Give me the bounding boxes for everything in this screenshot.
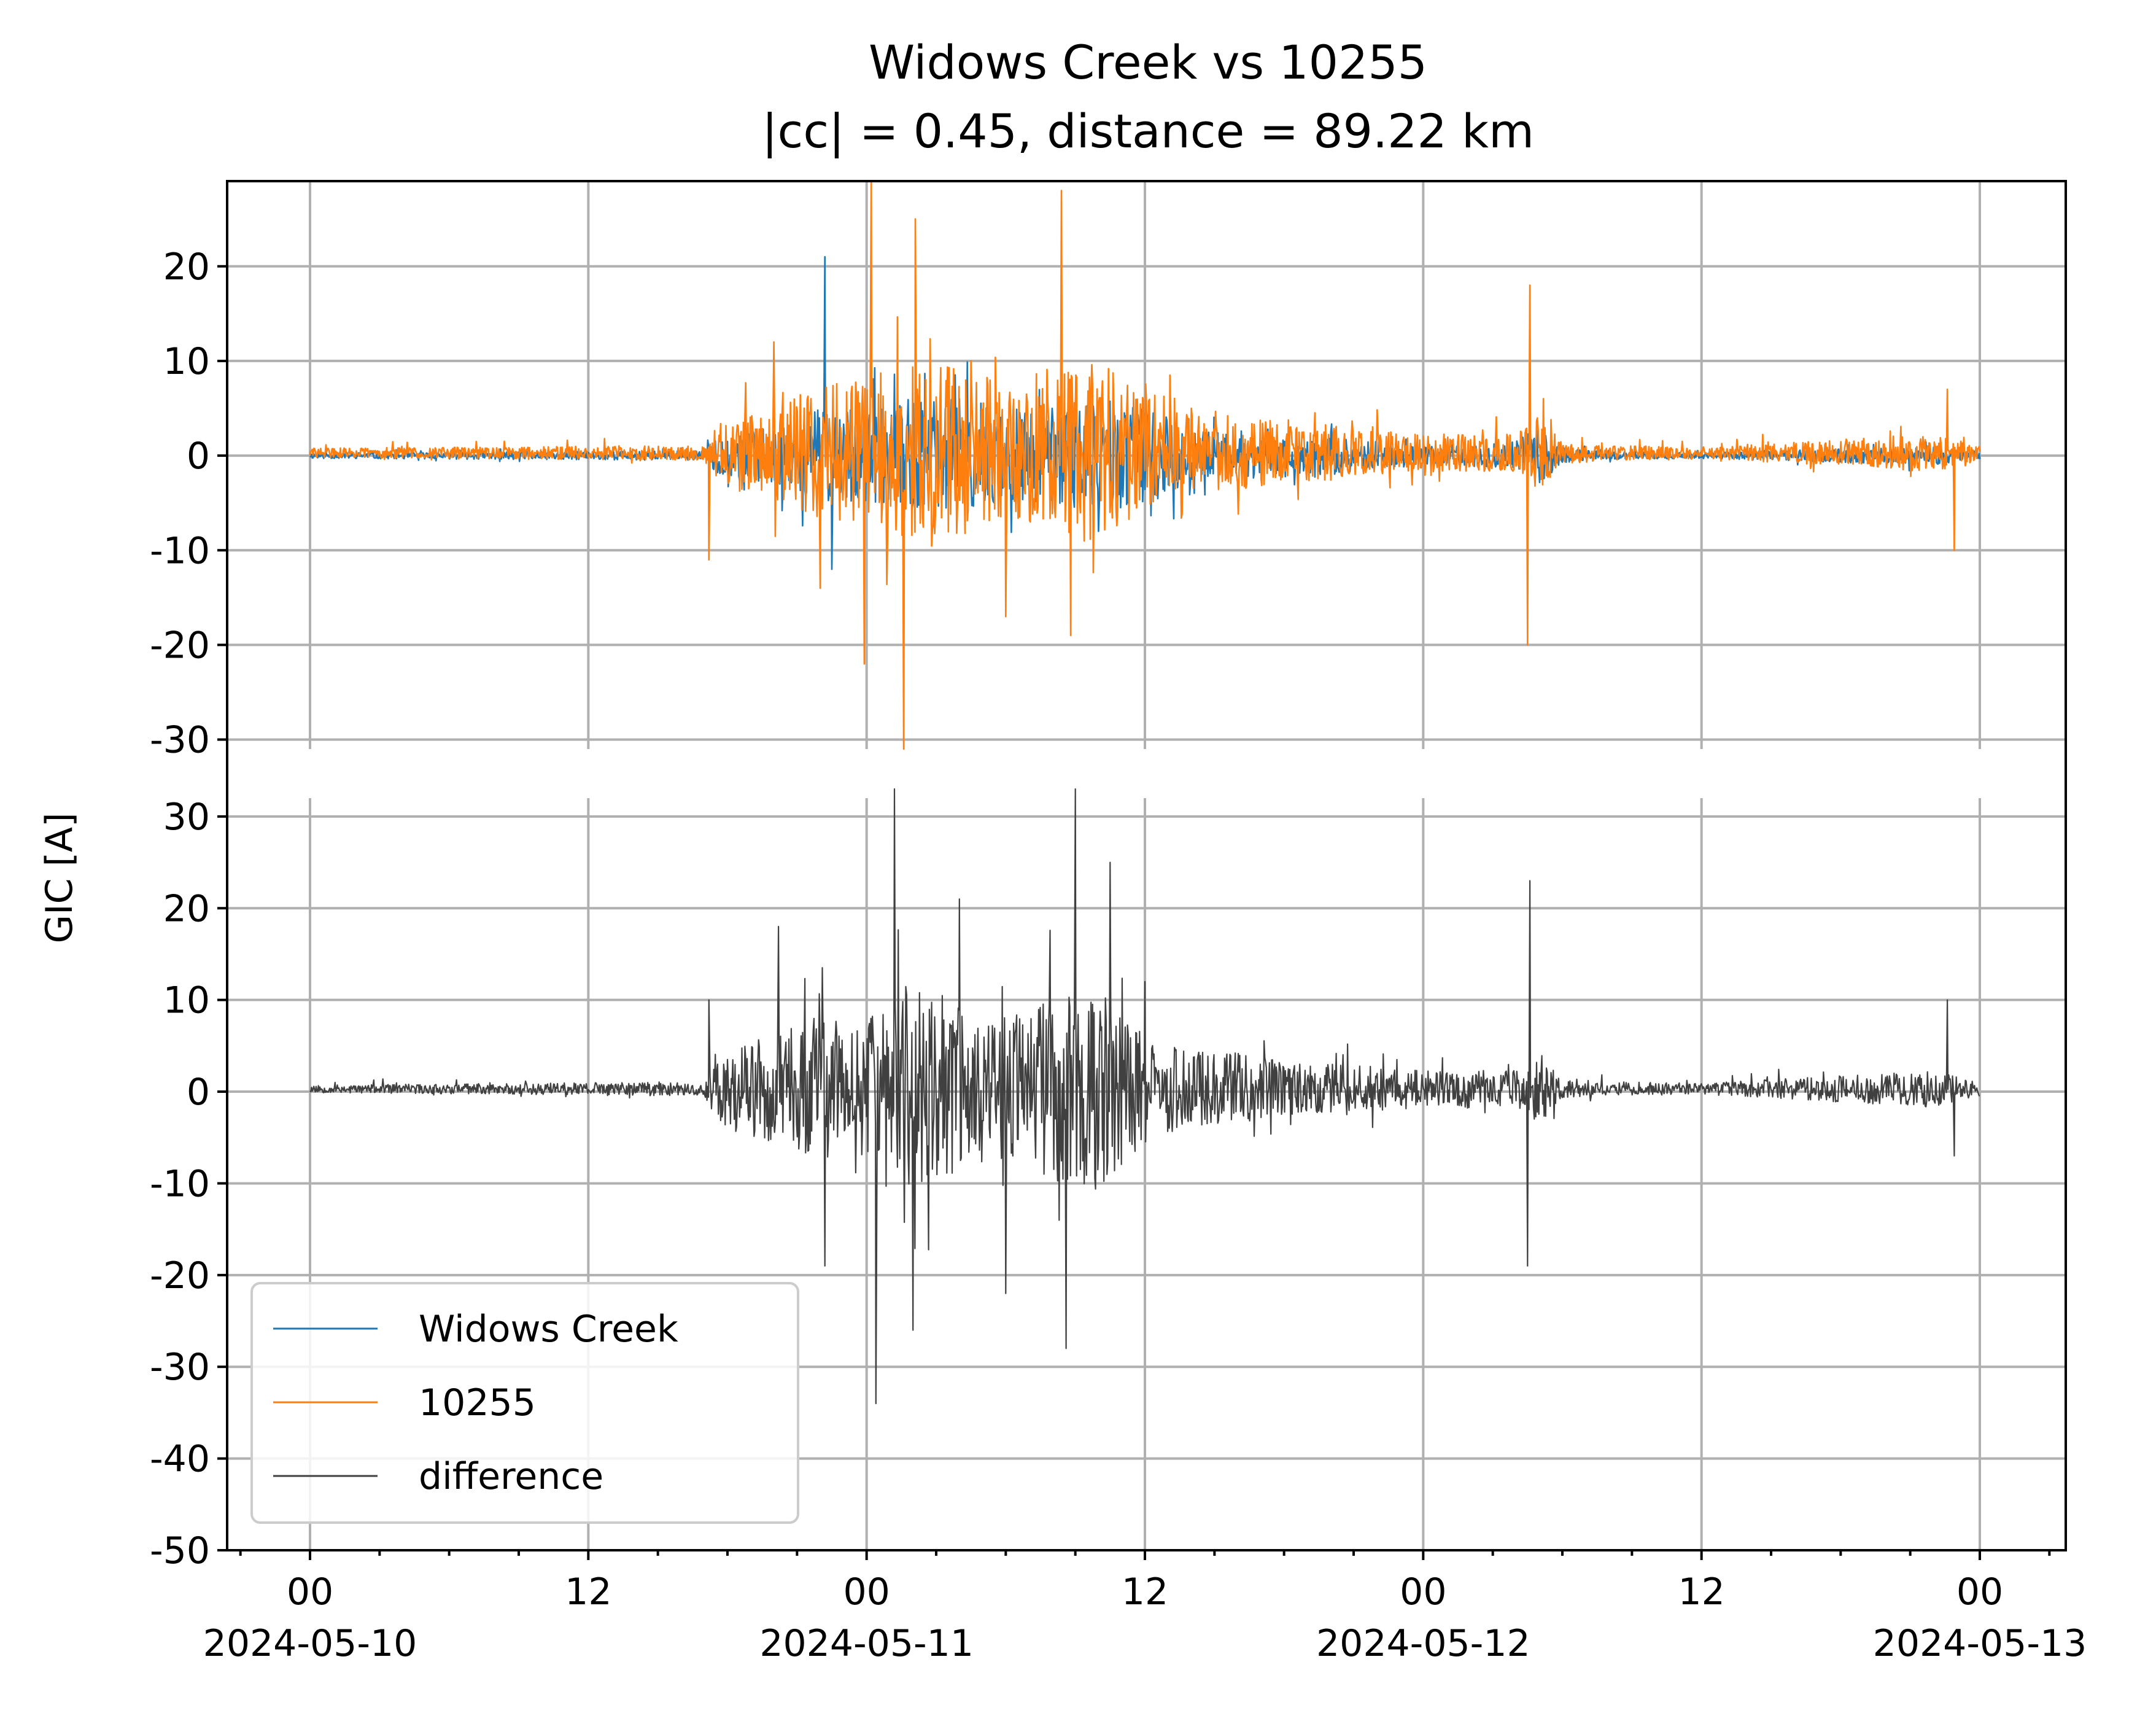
series-line-10255 <box>309 180 1981 750</box>
x-tick-label: 00 <box>287 1571 333 1613</box>
y-tick-label: 20 <box>163 246 210 289</box>
x-tick-date-label: 2024-05-10 <box>203 1622 417 1665</box>
y-tick-label: 10 <box>163 340 210 383</box>
legend: Widows Creek 10255 difference <box>250 1282 799 1524</box>
y-tick-label: 0 <box>187 1071 210 1114</box>
x-tick-date-label: 2024-05-11 <box>759 1622 974 1665</box>
y-tick-label: 20 <box>163 887 210 930</box>
chart-title: Widows Creek vs 10255 <box>869 35 1427 90</box>
series-line-widows-creek <box>309 256 1981 570</box>
plot-frame <box>226 180 2067 1551</box>
x-tick-label: 00 <box>843 1571 890 1613</box>
y-tick-label: -30 <box>150 719 210 762</box>
legend-label-difference: difference <box>419 1455 603 1498</box>
chart-subtitle: |cc| = 0.45, distance = 89.22 km <box>762 104 1534 159</box>
y-tick-label: -10 <box>150 529 210 572</box>
grid-layer <box>227 181 2066 1551</box>
x-tick-label: 12 <box>1122 1571 1168 1613</box>
y-tick-label: -10 <box>150 1162 210 1205</box>
y-tick-label: -20 <box>150 1254 210 1297</box>
x-tick-label: 12 <box>1678 1571 1724 1613</box>
y-axis-label: GIC [A] <box>38 812 81 943</box>
y-tick-label: -50 <box>150 1529 210 1572</box>
x-tick-date-label: 2024-05-12 <box>1316 1622 1530 1665</box>
x-tick-label: 00 <box>1400 1571 1446 1613</box>
x-tick-date-label: 2024-05-13 <box>1873 1622 2087 1665</box>
y-tick-label: 10 <box>163 979 210 1022</box>
y-tick-label: -40 <box>150 1438 210 1481</box>
x-tick-label: 00 <box>1956 1571 2003 1613</box>
y-tick-label: -20 <box>150 624 210 667</box>
legend-box <box>250 1282 799 1524</box>
y-tick-label: -30 <box>150 1346 210 1389</box>
y-tick-label: 0 <box>187 435 210 478</box>
series-line-difference <box>309 788 1980 1405</box>
axis-layer: 20 10 0 -10 -20 -30 30 20 10 0 -10 -20 -30 -40 -50 00 20… <box>150 180 2087 1665</box>
legend-label-widows-creek: Widows Creek <box>419 1308 678 1351</box>
y-tick-label: 30 <box>163 796 210 839</box>
series-layer <box>309 180 1981 1405</box>
legend-label-10255: 10255 <box>419 1381 536 1424</box>
x-tick-label: 12 <box>565 1571 611 1613</box>
